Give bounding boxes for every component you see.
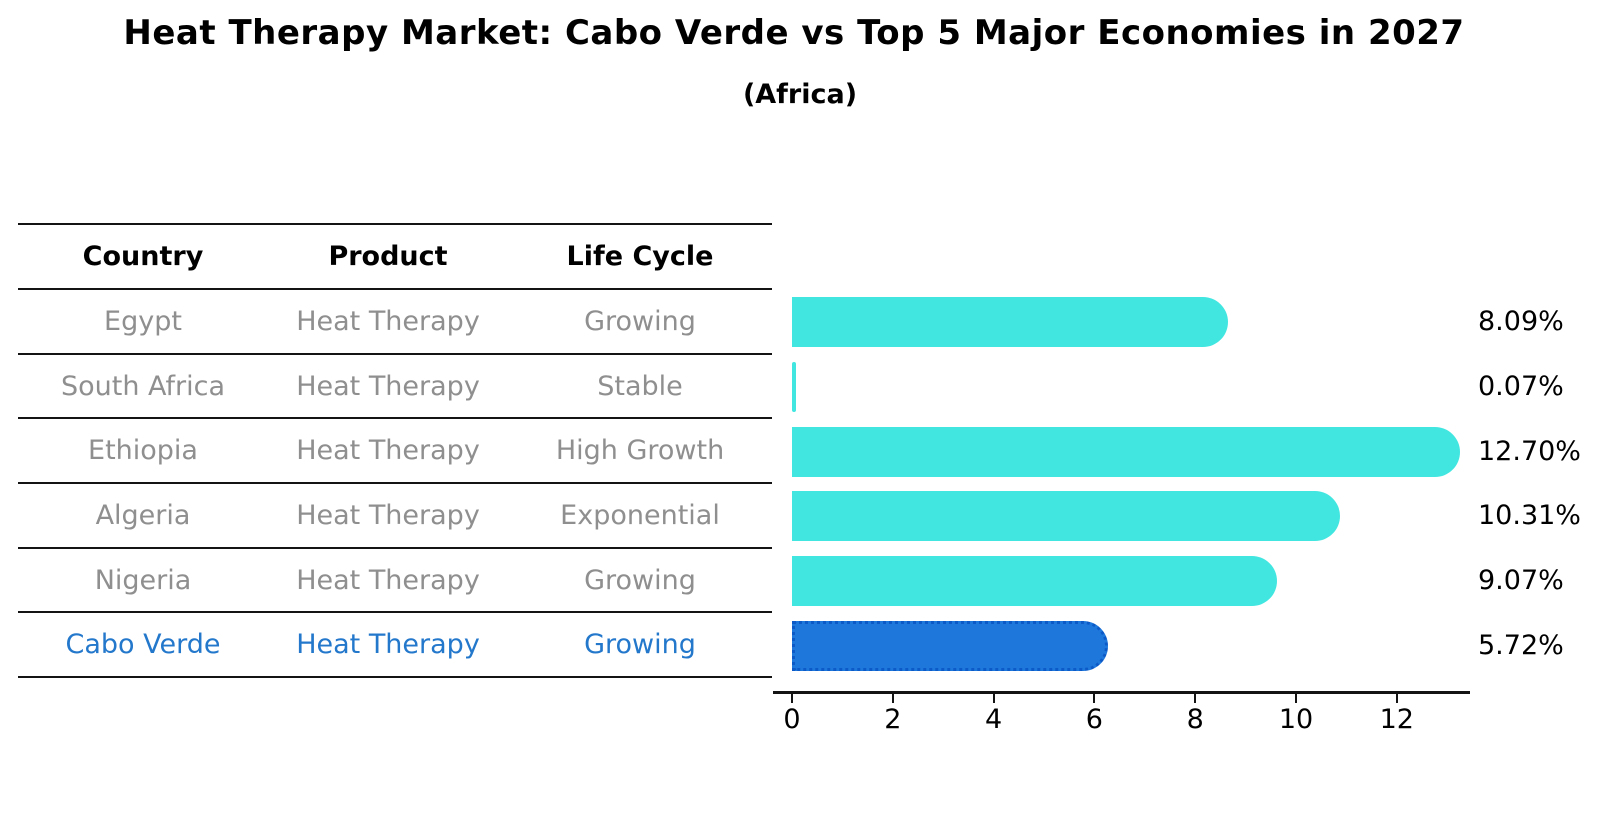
column-header-country: Country bbox=[82, 241, 204, 272]
x-tick-label-8: 8 bbox=[1186, 704, 1204, 735]
cell-country: Ethiopia bbox=[88, 435, 198, 467]
x-axis-line bbox=[773, 691, 1470, 694]
x-tick-label-6: 6 bbox=[1085, 704, 1103, 735]
cell-life-cycle: High Growth bbox=[555, 435, 725, 467]
table-row-nigeria: Nigeria Heat Therapy Growing bbox=[18, 549, 772, 614]
value-label-nigeria: 9.07% bbox=[1478, 565, 1564, 597]
chart-subtitle: (Africa) bbox=[742, 79, 858, 110]
column-header-product: Product bbox=[328, 241, 448, 272]
table-body: Egypt Heat Therapy Growing South Africa Heat… bbox=[18, 290, 772, 679]
bar-south-africa bbox=[792, 362, 796, 413]
cell-country: South Africa bbox=[60, 370, 226, 402]
table-row-south-africa: South Africa Heat Therapy Stable bbox=[18, 355, 772, 420]
value-label-algeria: 10.31% bbox=[1478, 500, 1581, 532]
cell-product: Heat Therapy bbox=[296, 629, 480, 661]
x-tick-mark-4 bbox=[992, 694, 995, 703]
x-tick-mark-0 bbox=[791, 694, 793, 703]
cell-life-cycle: Growing bbox=[584, 629, 696, 661]
bar-egypt bbox=[792, 297, 1228, 348]
chart-title: Heat Therapy Market: Cabo Verde vs Top 5… bbox=[123, 13, 1465, 53]
cell-life-cycle: Exponential bbox=[560, 499, 720, 531]
table-row-egypt: Egypt Heat Therapy Growing bbox=[18, 290, 772, 355]
x-tick-mark-12 bbox=[1395, 694, 1398, 703]
cell-product: Heat Therapy bbox=[296, 564, 480, 596]
bar-nigeria bbox=[792, 556, 1278, 607]
bar-algeria bbox=[792, 491, 1340, 542]
value-label-egypt: 8.09% bbox=[1478, 306, 1564, 338]
x-tick-mark-10 bbox=[1295, 694, 1297, 703]
cell-life-cycle: Stable bbox=[597, 370, 683, 402]
x-tick-label-10: 10 bbox=[1278, 704, 1314, 735]
x-tick-label-4: 4 bbox=[985, 704, 1003, 735]
column-header-lifecycle: Life Cycle bbox=[566, 241, 714, 272]
table-row-algeria: Algeria Heat Therapy Exponential bbox=[18, 484, 772, 549]
bar-cabo-verde bbox=[792, 620, 1109, 671]
cell-life-cycle: Growing bbox=[584, 305, 696, 337]
x-tick-mark-2 bbox=[891, 694, 894, 703]
cell-product: Heat Therapy bbox=[296, 370, 480, 402]
x-tick-mark-6 bbox=[1093, 694, 1096, 703]
cell-country: Algeria bbox=[95, 499, 191, 531]
x-tick-label-2: 2 bbox=[884, 704, 902, 735]
table-row-ethiopia: Ethiopia Heat Therapy High Growth bbox=[18, 419, 772, 485]
value-label-ethiopia: 12.70% bbox=[1478, 435, 1581, 467]
x-tick-mark-8 bbox=[1194, 694, 1197, 703]
table-row-cabo-verde: Cabo Verde Heat Therapy Growing bbox=[18, 613, 772, 679]
country-table: Country Product Life Cycle Egypt Heat The… bbox=[18, 223, 772, 679]
table-header-row: Country Product Life Cycle bbox=[18, 223, 772, 290]
cell-country: Nigeria bbox=[94, 564, 192, 596]
cell-product: Heat Therapy bbox=[296, 305, 480, 337]
x-tick-label-12: 12 bbox=[1379, 704, 1414, 735]
cell-product: Heat Therapy bbox=[296, 499, 480, 531]
cell-country: Egypt bbox=[104, 305, 182, 337]
value-label-cabo-verde: 5.72% bbox=[1478, 629, 1564, 661]
x-tick-label-0: 0 bbox=[783, 704, 801, 735]
cell-product: Heat Therapy bbox=[296, 435, 480, 467]
bar-ethiopia bbox=[792, 426, 1461, 477]
cell-country: Cabo Verde bbox=[65, 629, 221, 661]
value-label-south-africa: 0.07% bbox=[1478, 371, 1564, 403]
cell-life-cycle: Growing bbox=[584, 564, 696, 596]
